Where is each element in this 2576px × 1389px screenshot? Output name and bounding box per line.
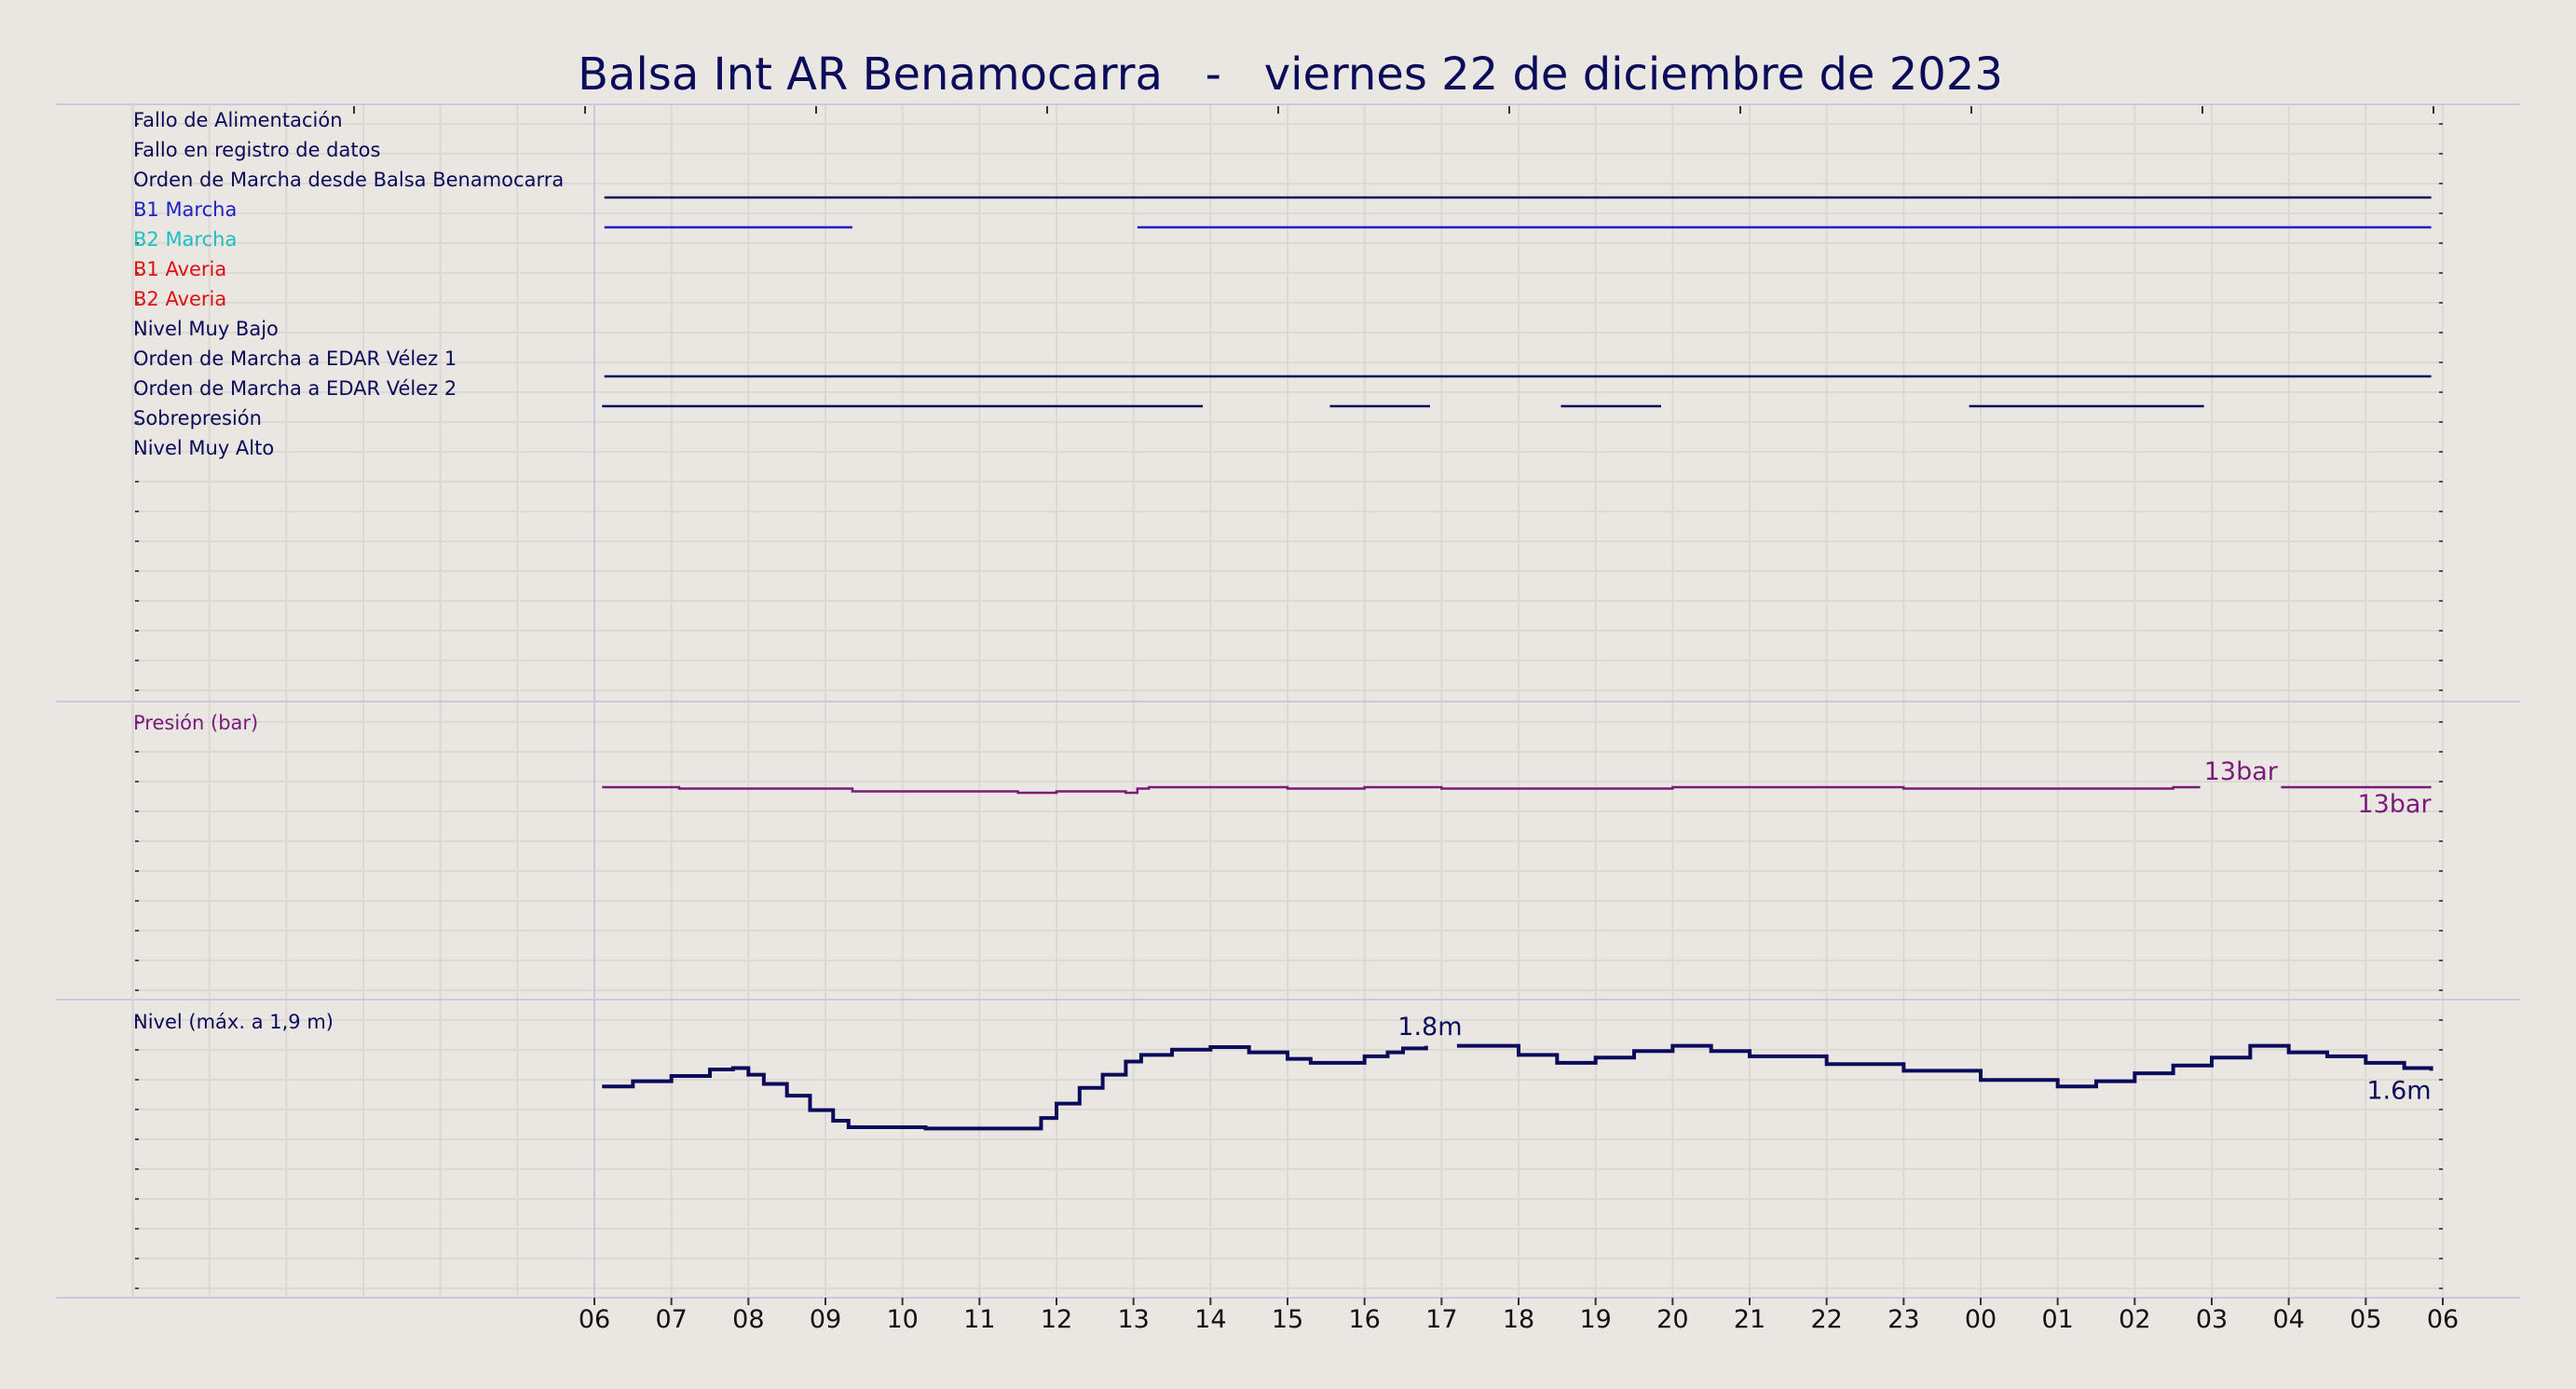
signal-label: B2 Marcha: [133, 228, 237, 251]
signal-label: B2 Averia: [133, 288, 226, 310]
x-tick-label: 14: [1194, 1305, 1226, 1334]
x-tick-label: 15: [1272, 1305, 1303, 1334]
pressure-data-label: 13bar: [2204, 757, 2279, 786]
x-tick-label: 00: [1965, 1305, 1997, 1334]
x-tick-label: 08: [732, 1305, 764, 1334]
x-tick-label: 22: [1810, 1305, 1842, 1334]
level-data-label: 1.6m: [2366, 1076, 2431, 1105]
x-tick-label: 13: [1117, 1305, 1149, 1334]
signal-label: Fallo en registro de datos: [133, 139, 380, 161]
level-panel: Nivel (máx. a 1,9 m) 1.8m 1.6m: [133, 1011, 2433, 1131]
x-tick-label: 02: [2119, 1305, 2150, 1334]
level-data-label: 1.8m: [1397, 1013, 1462, 1042]
signal-label: B1 Averia: [133, 258, 226, 280]
chart-title: Balsa Int AR Benamocarra - viernes 22 de…: [578, 48, 2003, 101]
x-tick-label: 04: [2272, 1305, 2304, 1334]
x-tick-label: 19: [1579, 1305, 1611, 1334]
x-tick-label: 20: [1656, 1305, 1688, 1334]
x-tick-label: 10: [886, 1305, 918, 1334]
signal-label: Orden de Marcha a EDAR Vélez 1: [133, 347, 457, 370]
signal-label: B1 Marcha: [133, 198, 237, 221]
level-axis-label: Nivel (máx. a 1,9 m): [133, 1011, 334, 1033]
signal-label: Orden de Marcha a EDAR Vélez 2: [133, 377, 457, 400]
x-tick-label: 21: [1734, 1305, 1765, 1334]
signal-label: Nivel Muy Bajo: [133, 318, 279, 340]
pressure-series-line: [602, 785, 2201, 795]
x-tick-label: 11: [963, 1305, 995, 1334]
pressure-axis-label: Presión (bar): [133, 712, 258, 734]
x-axis: 06 07 08 09 10 11 12 13 14 15 16 17 18 19 20 21 22 23 00 01…: [353, 106, 2459, 1334]
signal-label: Sobrepresión: [133, 407, 262, 429]
x-tick-label: 01: [2041, 1305, 2073, 1334]
level-series-line: [602, 1044, 1428, 1131]
level-series-line: [1456, 1043, 2433, 1089]
x-tick-label: 18: [1503, 1305, 1534, 1334]
x-tick-label: 16: [1348, 1305, 1380, 1334]
x-tick-label: 23: [1888, 1305, 1919, 1334]
x-tick-label: 12: [1041, 1305, 1072, 1334]
x-tick-label: 03: [2196, 1305, 2228, 1334]
x-tick-label: 05: [2350, 1305, 2381, 1334]
pressure-data-label: 13bar: [2357, 790, 2432, 819]
x-tick-label: 06: [2427, 1305, 2459, 1334]
x-tick-label: 17: [1425, 1305, 1457, 1334]
digital-signals-panel: Fallo de Alimentación Fallo en registro d…: [133, 109, 2432, 459]
signal-label: Nivel Muy Alto: [133, 437, 274, 459]
x-tick-label: 07: [655, 1305, 687, 1334]
signal-label: Fallo de Alimentación: [133, 109, 343, 131]
signal-label: Orden de Marcha desde Balsa Benamocarra: [133, 169, 564, 191]
x-tick-label: 06: [579, 1305, 610, 1334]
x-tick-label: 09: [810, 1305, 841, 1334]
pressure-panel: Presión (bar) 13bar 13bar: [133, 712, 2432, 819]
